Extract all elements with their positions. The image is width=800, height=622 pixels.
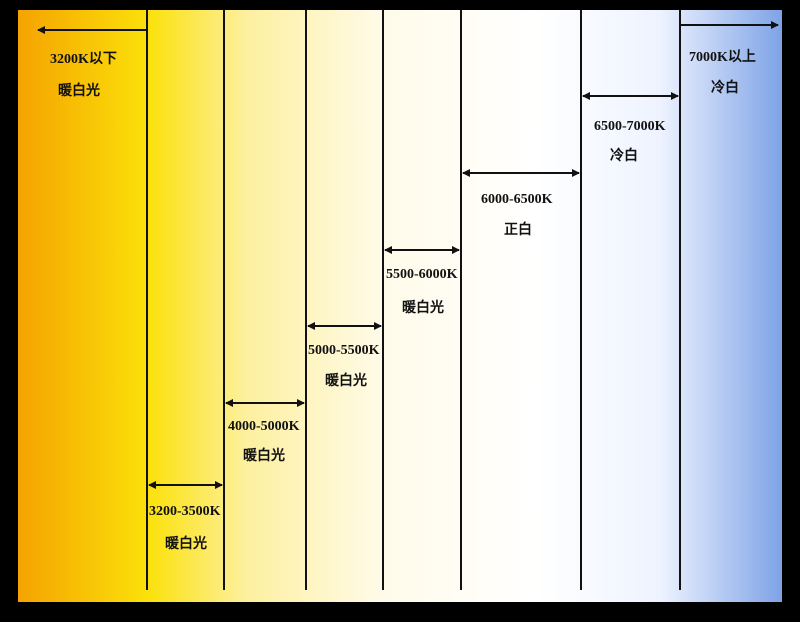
range-description: 冷白 (610, 147, 638, 164)
range-description: 暖白光 (165, 535, 207, 552)
range-label: 6500-7000K (594, 119, 666, 134)
range-description: 暖白光 (325, 372, 367, 389)
range-description: 暖白光 (58, 82, 100, 99)
dividers (146, 10, 681, 590)
range-label: 5000-5500K (308, 343, 380, 358)
range-label: 7000K以上 (689, 49, 756, 65)
range-label: 3200K以下 (50, 51, 117, 67)
range-description: 冷白 (711, 79, 739, 96)
range-description: 暖白光 (402, 299, 444, 316)
spectrum (18, 10, 782, 602)
range-description: 正白 (504, 221, 532, 238)
range-label: 5500-6000K (386, 267, 458, 282)
labels: 3200K以下 暖白光 3200-3500K 暖白光 4000-5000K 暖白… (50, 49, 756, 552)
range-description: 暖白光 (243, 447, 285, 464)
range-label: 4000-5000K (228, 419, 300, 434)
arrows (37, 21, 779, 489)
range-label: 3200-3500K (149, 504, 221, 519)
range-label: 6000-6500K (481, 192, 553, 207)
